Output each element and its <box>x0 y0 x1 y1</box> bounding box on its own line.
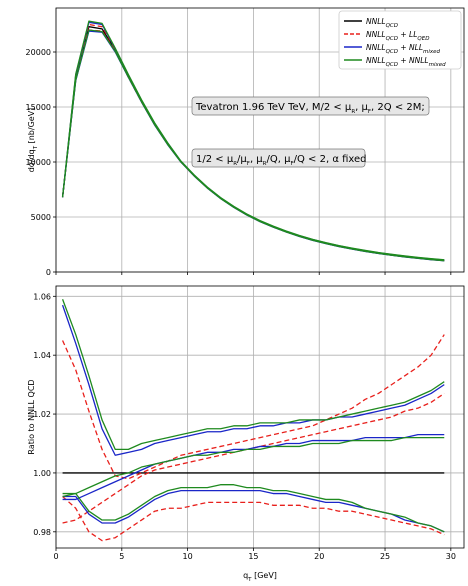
bottom-x-ticks: 0 5 10 15 20 25 30 <box>53 548 456 561</box>
bottom-series-group <box>61 299 445 542</box>
y-tick-label: 1.00 <box>33 469 51 478</box>
series-line-7 <box>61 29 445 262</box>
y-tick-label: 0.98 <box>33 528 51 537</box>
top-y-axis-label: dσ/dqT [nb/GeV] <box>27 108 39 173</box>
top-plot-frame <box>55 7 465 273</box>
legend-label-1: NNLLQCD <box>366 17 398 29</box>
series-line-7 <box>61 299 445 451</box>
top-x-ticks <box>55 272 452 275</box>
y-tick-label: 0 <box>46 268 51 277</box>
legend-label-2: NNLLQCD + LLQED <box>366 30 429 42</box>
top-y-ticks: 0 5000 10000 15000 20000 <box>26 48 56 277</box>
top-series-group <box>61 20 445 262</box>
y-tick-label: 1.02 <box>33 410 51 419</box>
legend-label-4: NNLLQCD + NNLLmixed <box>366 56 446 68</box>
y-tick-label: 1.04 <box>33 351 51 360</box>
x-tick-label: 0 <box>53 552 58 561</box>
annotation-box-2: 1/2 < μR/μF, μR/Q, μF/Q < 2, α fixed <box>191 148 367 168</box>
x-tick-label: 15 <box>248 552 258 561</box>
series-line-9 <box>62 484 445 533</box>
x-tick-label: 25 <box>380 552 390 561</box>
x-tick-label: 5 <box>119 552 124 561</box>
bottom-y-axis-label: Ratio to NNLL QCD <box>27 379 36 454</box>
bottom-x-axis-label: qT [GeV] <box>243 571 277 583</box>
annotation-text-1: Tevatron 1.96 TeV TeV, M/2 < μR, μF, 2Q … <box>195 102 425 115</box>
series-line-1 <box>61 334 445 480</box>
bottom-y-ticks: 0.98 1.00 1.02 1.04 1.06 <box>33 292 56 537</box>
annotation-text-2: 1/2 < μR/μF, μR/Q, μF/Q < 2, α fixed <box>196 154 367 167</box>
x-tick-label: 30 <box>446 552 456 561</box>
x-tick-label: 20 <box>314 552 324 561</box>
series-line-6 <box>61 20 445 261</box>
y-tick-label: 5000 <box>31 213 51 222</box>
series-line-5 <box>62 434 445 501</box>
bottom-panel: 0 5 10 15 20 25 30 0.98 1.00 1.02 1.04 1.06 Ratio … <box>27 285 465 583</box>
bottom-plot-area <box>56 286 464 548</box>
y-tick-label: 1.06 <box>33 292 51 301</box>
y-tick-label: 15000 <box>26 103 51 112</box>
bottom-plot-frame <box>55 285 465 549</box>
top-panel: 0 5000 10000 15000 20000 dσ/dqT [nb/GeV] Tev… <box>26 7 465 277</box>
legend-label-3: NNLLQCD + NLLmixed <box>366 43 441 55</box>
series-line-4 <box>61 304 445 456</box>
annotation-box-1: Tevatron 1.96 TeV TeV, M/2 < μR, μF, 2Q … <box>191 96 430 116</box>
y-tick-label: 10000 <box>26 158 51 167</box>
series-line-8 <box>62 436 445 498</box>
y-tick-label: 20000 <box>26 48 51 57</box>
x-tick-label: 10 <box>183 552 193 561</box>
